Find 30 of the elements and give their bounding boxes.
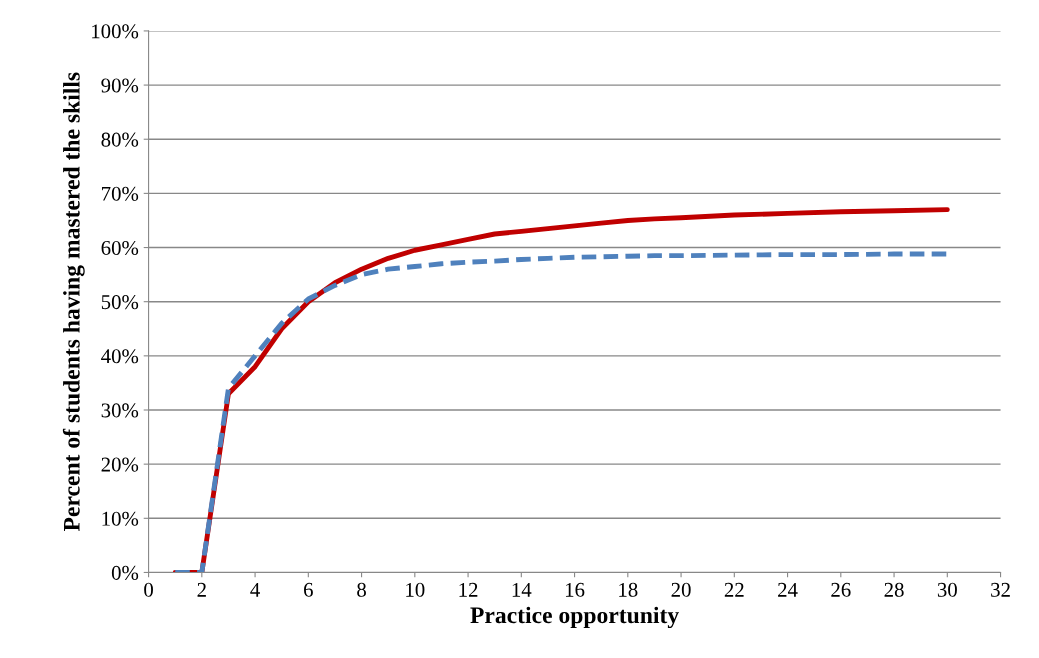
x-tick-label: 16	[565, 582, 585, 597]
x-tick-label: 20	[671, 582, 691, 597]
x-tick-label: 26	[831, 582, 851, 597]
x-tick-label: 30	[937, 582, 957, 597]
y-tick-label: 50%	[101, 295, 139, 310]
y-tick-label: 10%	[102, 511, 139, 526]
x-tick-label: 10	[406, 582, 425, 597]
y-tick-label: 40%	[101, 349, 139, 364]
y-tick-label: 80%	[101, 132, 139, 147]
x-tick-label: 22	[724, 582, 744, 597]
x-tick-label: 32	[991, 582, 1010, 597]
x-tick-label: 4	[250, 582, 260, 597]
x-axis-title: Practice opportunity	[470, 606, 679, 629]
y-tick-label: 90%	[101, 78, 139, 93]
x-tick-label: 2	[197, 582, 206, 597]
y-axis-title: Percent of students having mastered the skills	[62, 72, 85, 532]
x-tick-label: 18	[619, 582, 638, 597]
y-tick-label: 0%	[111, 565, 139, 580]
x-tick-label: 12	[459, 582, 478, 597]
x-tick-label: 8	[357, 582, 366, 597]
x-tick-label: 6	[304, 582, 313, 597]
y-tick-label: 60%	[101, 240, 139, 256]
y-tick-label: 100%	[92, 24, 139, 39]
x-tick-label: 24	[778, 582, 798, 597]
x-tick-label: 14	[512, 582, 532, 597]
y-tick-label: 30%	[101, 403, 139, 418]
y-tick-label: 70%	[102, 186, 139, 201]
x-tick-label: 0	[144, 582, 153, 597]
x-tick-label: 28	[884, 582, 904, 597]
y-tick-label: 20%	[101, 457, 139, 472]
